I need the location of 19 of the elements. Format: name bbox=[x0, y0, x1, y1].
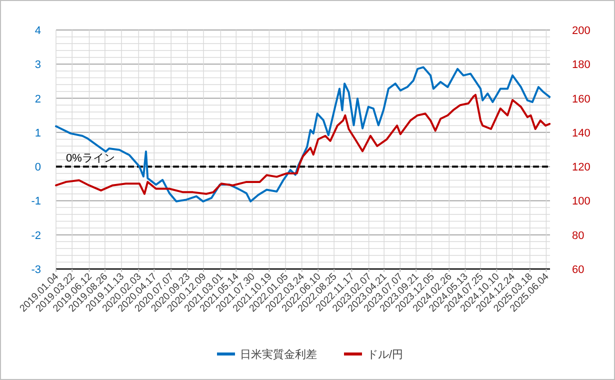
y2-tick-label: 160 bbox=[572, 93, 590, 106]
legend-label: 日米実質金利差 bbox=[240, 348, 317, 361]
y-tick-label: 4 bbox=[34, 25, 41, 37]
y2-tick-label: 180 bbox=[572, 59, 590, 72]
y-tick-label: 0 bbox=[34, 162, 41, 174]
y2-tick-label: 140 bbox=[572, 127, 590, 140]
y-tick-label: -1 bbox=[31, 196, 41, 208]
y2-tick-label: 120 bbox=[572, 162, 590, 174]
y-tick-label: 1 bbox=[34, 127, 41, 140]
ref-line-label: 0%ライン bbox=[66, 152, 115, 165]
y2-tick-label: 200 bbox=[572, 25, 590, 37]
y-tick-label: 2 bbox=[34, 93, 41, 106]
y-tick-label: -3 bbox=[31, 264, 41, 276]
legend-label: ドル/円 bbox=[367, 349, 404, 361]
y2-tick-label: 80 bbox=[572, 230, 584, 242]
y-tick-label: 3 bbox=[34, 59, 41, 72]
y2-tick-label: 100 bbox=[572, 196, 590, 208]
y-tick-label: -2 bbox=[31, 230, 41, 242]
y2-tick-label: 60 bbox=[572, 264, 584, 276]
